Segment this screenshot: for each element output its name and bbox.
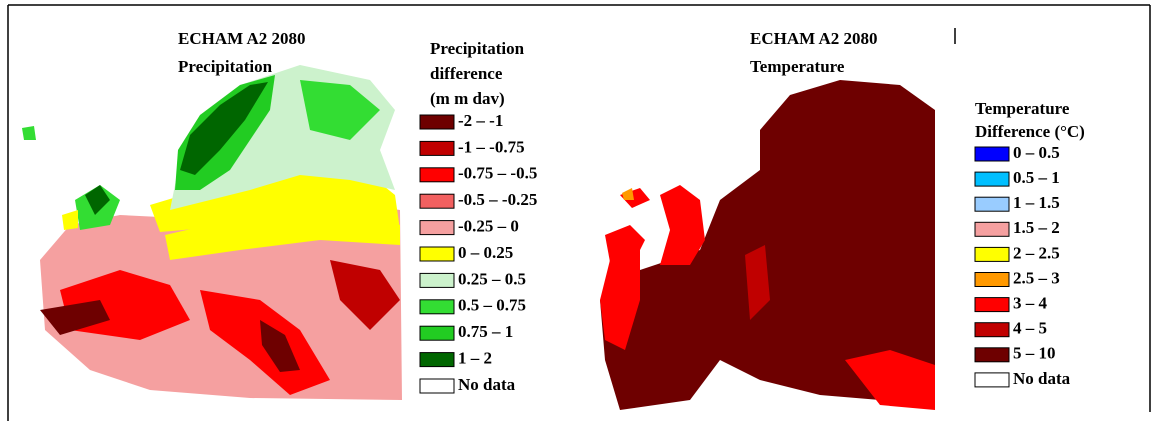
legend-swatch [419, 167, 455, 183]
map-title: Temperature [750, 57, 845, 76]
frame [7, 4, 1151, 421]
map-title: ECHAM A2 2080 [750, 29, 878, 48]
map-title: Precipitation [178, 57, 273, 76]
legend-label: 0.5 – 1 [1013, 168, 1060, 187]
legend-label: 1 – 2 [458, 349, 492, 368]
legend-swatch [974, 297, 1010, 313]
legend-label: 5 – 10 [1013, 344, 1056, 363]
legend-swatch [419, 220, 455, 236]
legend-swatch [419, 299, 455, 315]
legend-title: (m m dav) [430, 89, 505, 108]
legend-swatch [974, 146, 1010, 162]
legend-label: No data [458, 375, 516, 394]
legend-label: 0 – 0.25 [458, 243, 513, 262]
legend-label: 3 – 4 [1013, 294, 1048, 313]
legend-label: 0 – 0.5 [1013, 143, 1060, 162]
legend-title: Precipitation [430, 39, 525, 58]
legend-swatch [974, 272, 1010, 287]
legend-swatch [419, 378, 455, 394]
legend-label: 0.25 – 0.5 [458, 269, 526, 288]
legend-label: 0.5 – 0.75 [458, 296, 526, 315]
legend-swatch [974, 196, 1010, 212]
legend-swatch [974, 171, 1010, 187]
legend-label: 1 – 1.5 [1013, 193, 1060, 212]
legend-label: 2 – 2.5 [1013, 243, 1060, 262]
legend-swatch [419, 272, 455, 288]
legend-swatch [419, 140, 455, 156]
legend-title: Difference (°C) [975, 122, 1085, 141]
legend-label: 2.5 – 3 [1013, 268, 1060, 287]
legend-swatch [974, 347, 1010, 363]
legend-label: -0.25 – 0 [458, 217, 519, 236]
legend-swatch [419, 352, 455, 368]
legend-swatch [974, 322, 1010, 338]
legend-title: difference [430, 64, 503, 83]
legend-swatch [419, 193, 455, 209]
legend-swatch [419, 114, 455, 130]
legend-title: Temperature [975, 99, 1070, 118]
map-title: ECHAM A2 2080 [178, 29, 306, 48]
legend-label: -0.75 – -0.5 [458, 164, 537, 183]
legend-swatch [974, 246, 1010, 262]
legend-label: 4 – 5 [1013, 319, 1047, 338]
legend-label: No data [1013, 369, 1071, 388]
legend-swatch [419, 325, 455, 341]
legend-label: -2 – -1 [458, 111, 503, 130]
legend-swatch [974, 221, 1010, 237]
legend-label: -0.5 – -0.25 [458, 190, 537, 209]
legend-label: -1 – -0.75 [458, 137, 525, 156]
legend-label: 1.5 – 2 [1013, 218, 1060, 237]
legend-label: 0.75 – 1 [458, 322, 513, 341]
temperature-map [600, 80, 935, 410]
precipitation-map [22, 65, 402, 400]
legend-swatch [419, 246, 455, 262]
legend-swatch [974, 372, 1010, 388]
